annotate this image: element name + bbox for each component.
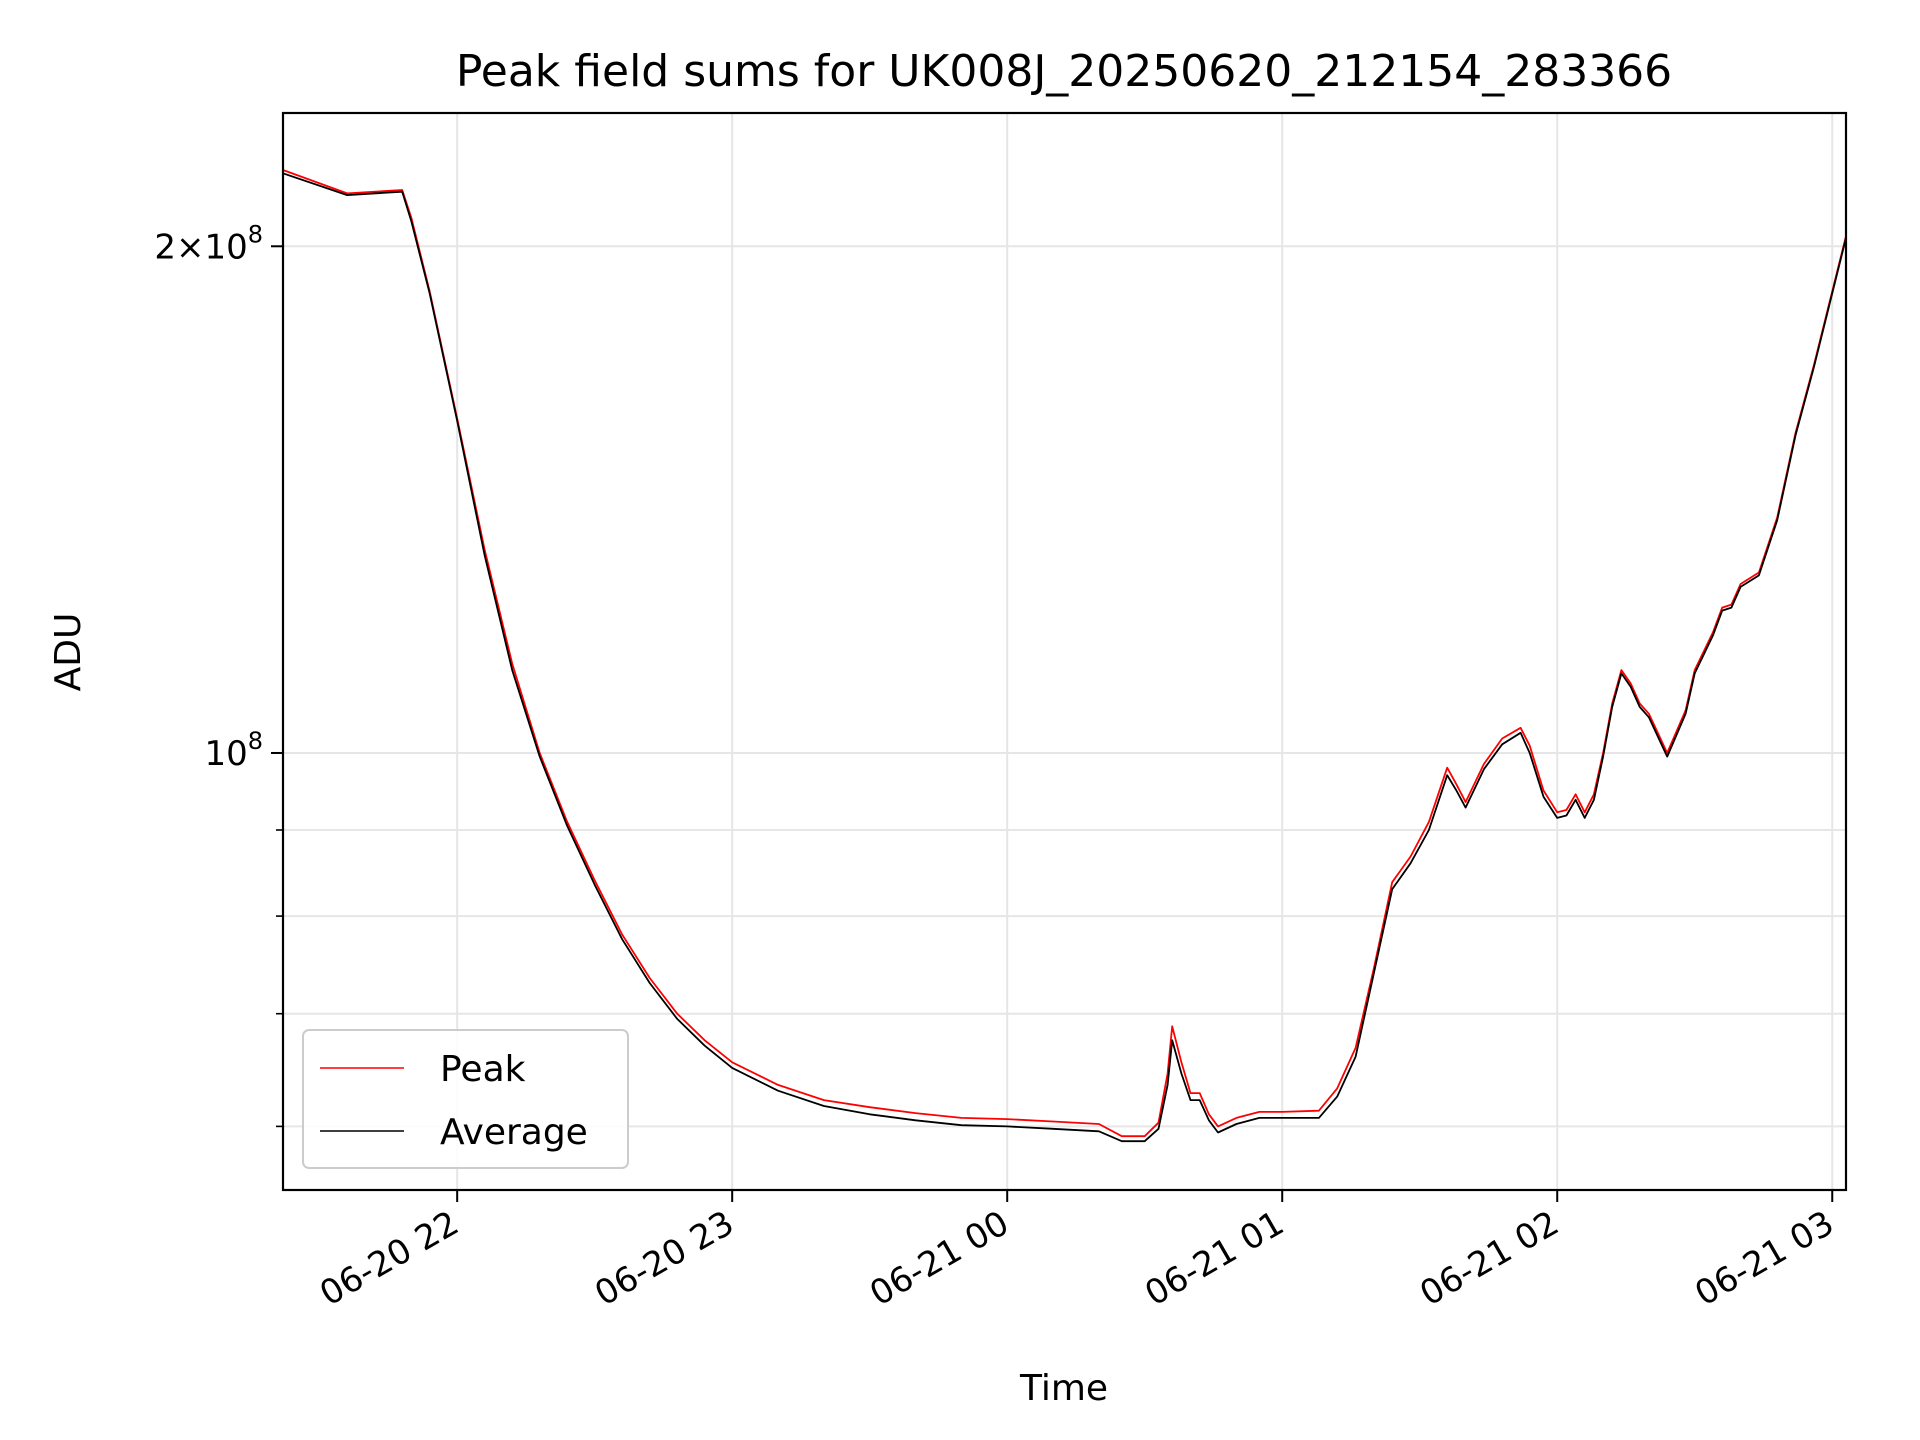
- chart-title: Peak field sums for UK008J_20250620_2121…: [456, 46, 1672, 97]
- x-tick-label: 06-21 03: [1688, 1203, 1840, 1314]
- x-axis: 06-20 22 06-20 23 06-21 00 06-21 01 06-21 02…: [313, 1190, 1841, 1314]
- series-line-average: [283, 172, 1846, 1143]
- legend: Peak Average: [302, 1029, 629, 1169]
- x-tick-label: 06-21 02: [1413, 1203, 1565, 1314]
- y-tick-label: 2×108: [154, 220, 263, 267]
- legend-box: [302, 1029, 629, 1169]
- series-lines: [283, 169, 1846, 1143]
- x-tick-label: 06-20 23: [588, 1203, 740, 1314]
- y-tick-label: 108: [204, 727, 263, 774]
- legend-label-average: Average: [440, 1112, 588, 1153]
- x-tick-label: 06-21 01: [1138, 1203, 1290, 1314]
- plot-area-frame: [281, 111, 1848, 1192]
- y-axis: 2×108 108: [154, 220, 283, 1128]
- series-line-peak: [283, 169, 1846, 1138]
- grid-lines: [283, 113, 1846, 1190]
- y-axis-label: ADU: [48, 613, 89, 692]
- x-axis-label: Time: [1019, 1368, 1108, 1409]
- legend-label-peak: Peak: [440, 1049, 526, 1090]
- x-tick-label: 06-20 22: [313, 1203, 465, 1314]
- x-tick-label: 06-21 00: [863, 1203, 1015, 1314]
